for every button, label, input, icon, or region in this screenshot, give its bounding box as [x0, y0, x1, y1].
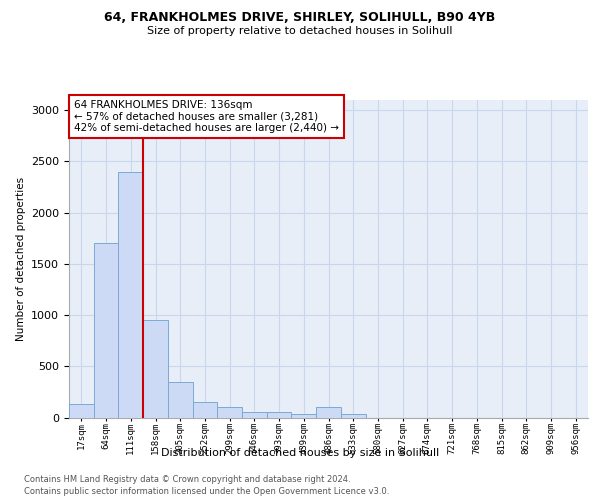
Bar	[292, 414, 316, 418]
Text: 64 FRANKHOLMES DRIVE: 136sqm
← 57% of detached houses are smaller (3,281)
42% of: 64 FRANKHOLMES DRIVE: 136sqm ← 57% of de…	[74, 100, 339, 133]
Bar	[217, 408, 242, 418]
Text: Contains public sector information licensed under the Open Government Licence v3: Contains public sector information licen…	[24, 487, 389, 496]
Text: 64, FRANKHOLMES DRIVE, SHIRLEY, SOLIHULL, B90 4YB: 64, FRANKHOLMES DRIVE, SHIRLEY, SOLIHULL…	[104, 11, 496, 24]
Text: Contains HM Land Registry data © Crown copyright and database right 2024.: Contains HM Land Registry data © Crown c…	[24, 475, 350, 484]
Bar	[316, 408, 341, 418]
Bar	[168, 382, 193, 418]
Y-axis label: Number of detached properties: Number of detached properties	[16, 176, 26, 341]
Bar	[118, 172, 143, 418]
Bar	[69, 404, 94, 417]
Bar	[267, 412, 292, 418]
Text: Size of property relative to detached houses in Solihull: Size of property relative to detached ho…	[147, 26, 453, 36]
Bar	[242, 412, 267, 418]
Text: Distribution of detached houses by size in Solihull: Distribution of detached houses by size …	[161, 448, 439, 458]
Bar	[143, 320, 168, 418]
Bar	[94, 244, 118, 418]
Bar	[341, 414, 365, 418]
Bar	[193, 402, 217, 417]
